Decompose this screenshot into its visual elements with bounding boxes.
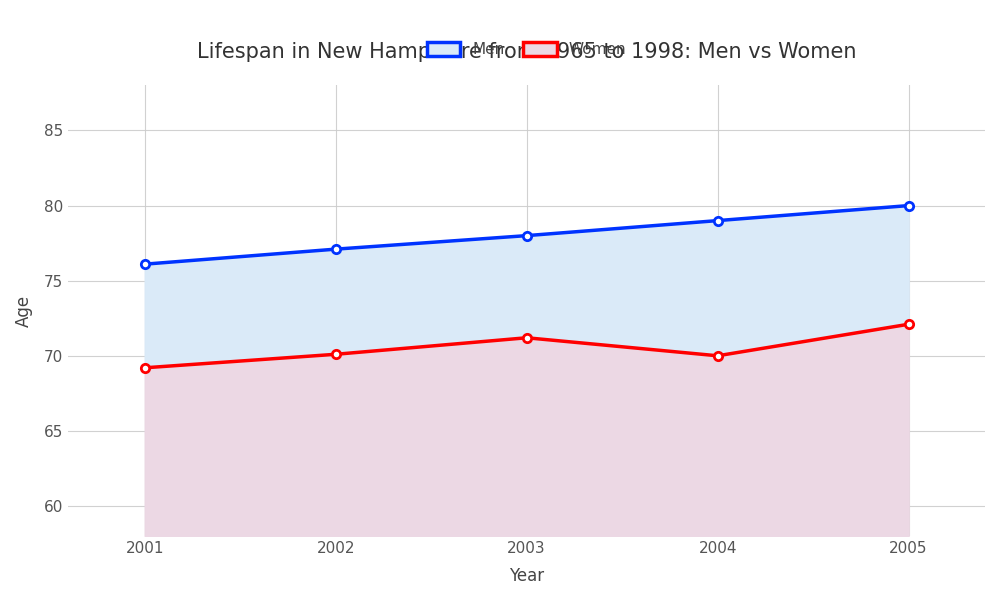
X-axis label: Year: Year — [509, 567, 544, 585]
Women — [712, 352, 724, 359]
Men — [330, 245, 342, 253]
Women — [139, 364, 151, 371]
Men — [139, 260, 151, 268]
Men — [712, 217, 724, 224]
Women — [903, 320, 915, 328]
Line: Men: Men — [141, 202, 913, 268]
Men — [521, 232, 533, 239]
Men — [903, 202, 915, 209]
Women — [330, 350, 342, 358]
Women — [521, 334, 533, 341]
Line: Women: Women — [141, 320, 913, 372]
Legend: Men, Women: Men, Women — [419, 34, 634, 65]
Y-axis label: Age: Age — [15, 295, 33, 327]
Title: Lifespan in New Hampshire from 1965 to 1998: Men vs Women: Lifespan in New Hampshire from 1965 to 1… — [197, 41, 856, 62]
